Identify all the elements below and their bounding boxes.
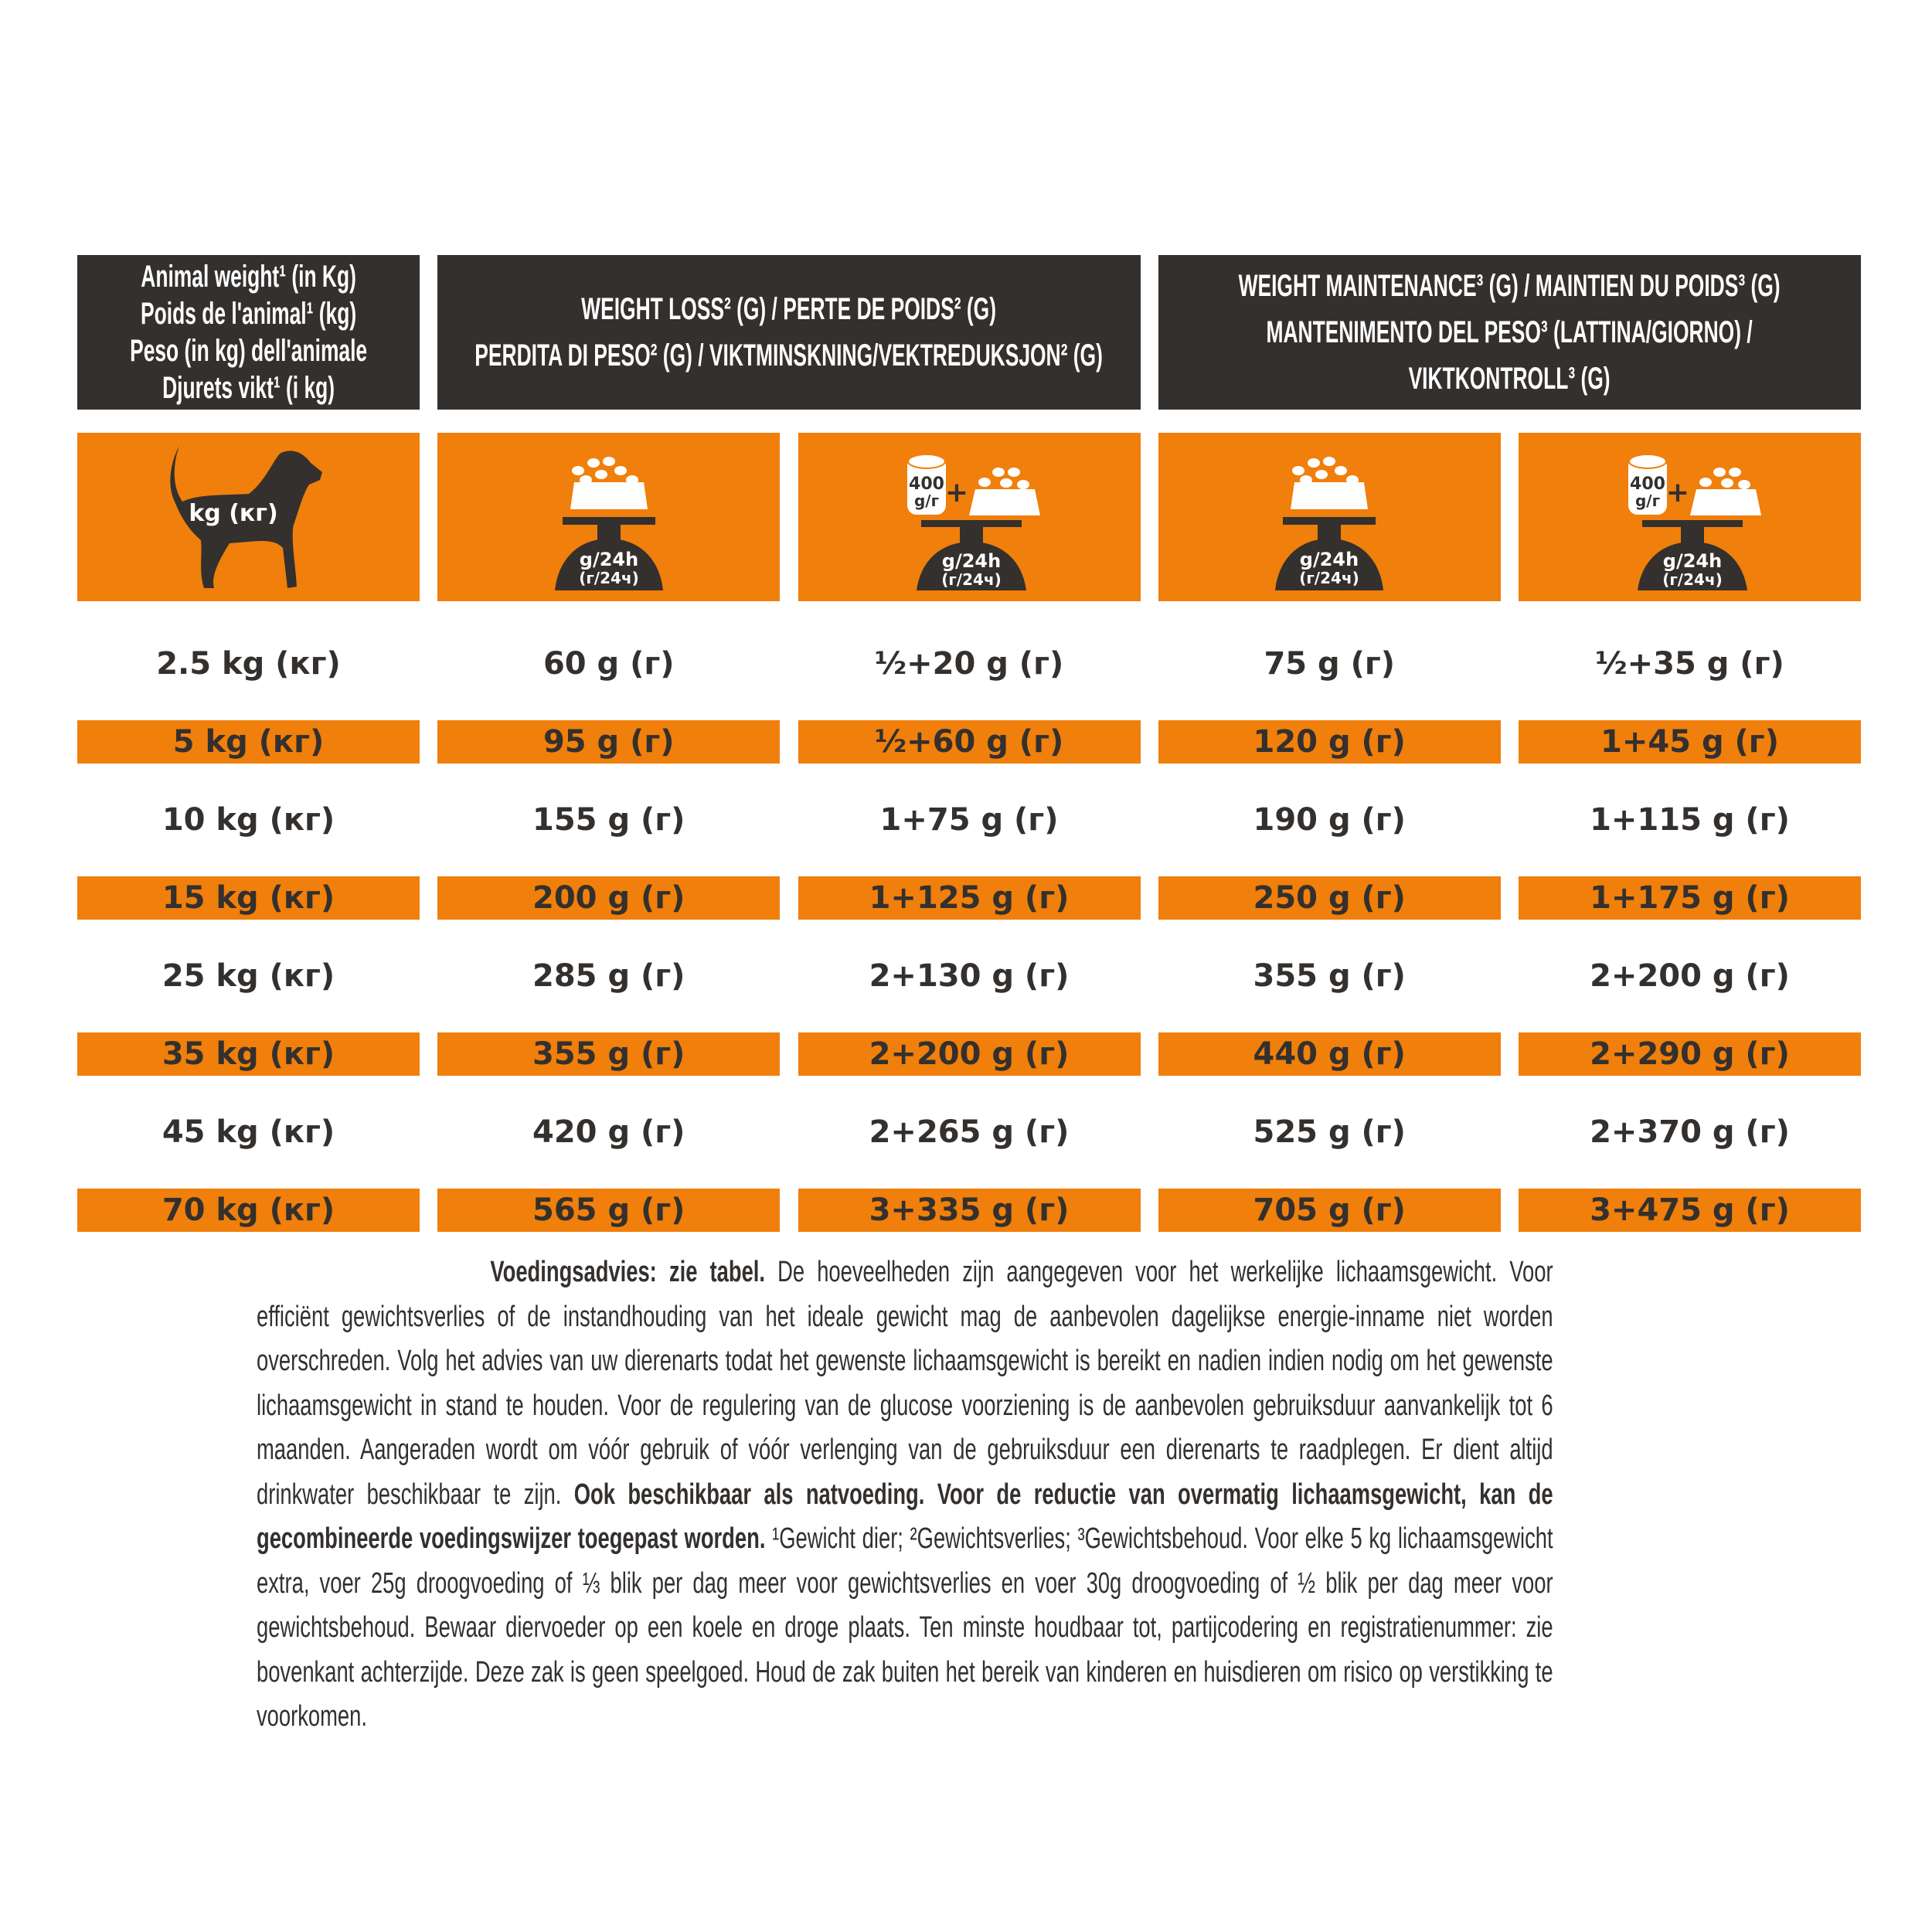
cell-loss-mixed: 2+200 g (г) (798, 1032, 1141, 1076)
can-dry-food-cell: 400 g/г + g/24h (г/24ч) (1519, 433, 1861, 601)
can-label: 400 (1630, 474, 1665, 494)
cell-loss-dry: 95 g (г) (437, 720, 781, 764)
can-label: 400 (909, 474, 944, 494)
feeding-advice-paragraph: Voedingsadvies: zie tabel. De hoeveelhed… (257, 1250, 1553, 1740)
cell-loss-mixed: 1+125 g (г) (798, 876, 1141, 920)
cell-maint-mixed: 2+200 g (г) (1590, 958, 1790, 994)
header-line: VIKTKONTROLL³ (G) (1408, 362, 1611, 396)
cell-loss-mixed: 3+335 g (г) (798, 1189, 1141, 1232)
icon-row: kg (кг) g/24h (г/24ч) 400 g/г + g/24h (г… (77, 433, 1861, 601)
can-dry-food-cell: 400 g/г + g/24h (г/24ч) (798, 433, 1141, 601)
header-line: Peso (in kg) dell'animale (129, 334, 368, 368)
advice-footnotes: ¹Gewicht dier; ²Gewichtsverlies; ³Gewich… (257, 1522, 1553, 1733)
can-unit: g/г (1634, 492, 1659, 510)
scale-label: g/24h (942, 550, 1001, 572)
dry-food-cell: g/24h (г/24ч) (437, 433, 781, 601)
table-row: 45 kg (кг) 420 g (г) 2+265 g (г) 525 g (г) 2… (77, 1076, 1861, 1189)
header-line: Djurets vikt¹ (i kg) (162, 371, 335, 405)
cell-loss-mixed: 2+265 g (г) (869, 1114, 1070, 1150)
cell-weight: 10 kg (кг) (162, 802, 335, 838)
table-header: Animal weight¹ (in Kg) Poids de l'animal… (77, 255, 1861, 410)
table-row: 5 kg (кг) 95 g (г) ½+60 g (г) 120 g (г) 1+45… (77, 720, 1861, 764)
cell-maint-dry: 250 g (г) (1158, 876, 1501, 920)
cell-loss-dry: 200 g (г) (437, 876, 781, 920)
header-line: WEIGHT LOSS² (G) / PERTE DE POIDS² (G) (581, 292, 997, 326)
can-plus-dry-food-scale-icon: 400 g/г + g/24h (г/24ч) (907, 454, 1040, 590)
cell-loss-dry: 355 g (г) (437, 1032, 781, 1076)
cell-loss-dry: 155 g (г) (532, 802, 685, 838)
scale-label-ru: (г/24ч) (579, 569, 639, 587)
dog-icon: kg (кг) (169, 446, 322, 588)
scale-label-ru: (г/24ч) (1299, 569, 1359, 587)
header-line: MANTENIMENTO DEL PESO³ (LATTINA/GIORNO) … (1266, 315, 1753, 349)
header-line: Animal weight¹ (in Kg) (141, 260, 356, 294)
cell-maint-dry: 525 g (г) (1253, 1114, 1406, 1150)
advice-text: De hoeveelheden zijn aangegeven voor het… (257, 1256, 1553, 1511)
scale-label: g/24h (580, 549, 638, 570)
cell-loss-dry: 60 g (г) (543, 646, 675, 682)
dry-food-scale-icon: g/24h (г/24ч) (554, 457, 663, 590)
cell-maint-mixed: 1+45 g (г) (1519, 720, 1861, 764)
cell-loss-mixed: 2+130 g (г) (869, 958, 1070, 994)
header-line: Poids de l'animal¹ (kg) (140, 297, 357, 331)
advice-bold-note: Ook beschikbaar als natvoeding. Voor de … (257, 1478, 1553, 1556)
cell-maint-dry: 440 g (г) (1158, 1032, 1501, 1076)
dry-food-cell: g/24h (г/24ч) (1158, 433, 1501, 601)
scale-label: g/24h (1300, 549, 1359, 570)
cell-loss-mixed: ½+20 g (г) (874, 646, 1064, 682)
dry-food-scale-icon: g/24h (г/24ч) (1275, 457, 1384, 590)
cell-maint-mixed: 2+290 g (г) (1519, 1032, 1861, 1076)
header-weight-maintenance: WEIGHT MAINTENANCE³ (G) / MAINTIEN DU PO… (1158, 255, 1861, 410)
table-row: 35 kg (кг) 355 g (г) 2+200 g (г) 440 g (г) 2… (77, 1032, 1861, 1076)
cell-weight: 2.5 kg (кг) (156, 646, 341, 682)
advice-bold-intro: Voedingsadvies: zie tabel. (490, 1256, 765, 1288)
table-row: 70 kg (кг) 565 g (г) 3+335 g (г) 705 g (г) 3… (77, 1189, 1861, 1232)
header-weight-loss: WEIGHT LOSS² (G) / PERTE DE POIDS² (G) P… (437, 255, 1141, 410)
cell-loss-dry: 565 g (г) (437, 1189, 781, 1232)
cell-maint-mixed: 1+175 g (г) (1519, 876, 1861, 920)
cell-maint-dry: 190 g (г) (1253, 802, 1406, 838)
cell-loss-dry: 420 g (г) (532, 1114, 685, 1150)
header-animal-weight: Animal weight¹ (in Kg) Poids de l'animal… (77, 255, 420, 410)
table-row: 15 kg (кг) 200 g (г) 1+125 g (г) 250 g (г) 1… (77, 876, 1861, 920)
scale-label-ru: (г/24ч) (1662, 570, 1723, 589)
cell-maint-mixed: 1+115 g (г) (1590, 802, 1790, 838)
dog-icon-cell: kg (кг) (77, 433, 420, 601)
table-row: 10 kg (кг) 155 g (г) 1+75 g (г) 190 g (г) 1+… (77, 764, 1861, 876)
header-line: PERDITA DI PESO² (G) / VIKTMINSKNING/VEK… (474, 338, 1104, 372)
plus-icon: + (945, 477, 968, 509)
cell-weight: 5 kg (кг) (77, 720, 420, 764)
cell-loss-mixed: 1+75 g (г) (879, 802, 1059, 838)
cell-maint-dry: 120 g (г) (1158, 720, 1501, 764)
cell-maint-dry: 705 g (г) (1158, 1189, 1501, 1232)
cell-maint-dry: 75 g (г) (1264, 646, 1396, 682)
dog-label: kg (кг) (189, 500, 277, 527)
scale-label: g/24h (1662, 550, 1721, 572)
cell-maint-dry: 355 g (г) (1253, 958, 1406, 994)
cell-weight: 25 kg (кг) (162, 958, 335, 994)
cell-maint-mixed: 3+475 g (г) (1519, 1189, 1861, 1232)
can-plus-dry-food-scale-icon: 400 g/г + g/24h (г/24ч) (1628, 454, 1761, 590)
cell-weight: 35 kg (кг) (77, 1032, 420, 1076)
cell-weight: 70 kg (кг) (77, 1189, 420, 1232)
feeding-table-body: 2.5 kg (кг) 60 g (г) ½+20 g (г) 75 g (г) ½+3… (77, 607, 1861, 1232)
plus-icon: + (1665, 477, 1689, 509)
can-unit: g/г (914, 492, 939, 510)
cell-weight: 15 kg (кг) (77, 876, 420, 920)
table-row: 25 kg (кг) 285 g (г) 2+130 g (г) 355 g (г) 2… (77, 920, 1861, 1032)
cell-weight: 45 kg (кг) (162, 1114, 335, 1150)
cell-maint-mixed: 2+370 g (г) (1590, 1114, 1790, 1150)
scale-label-ru: (г/24ч) (941, 570, 1002, 589)
header-line: WEIGHT MAINTENANCE³ (G) / MAINTIEN DU PO… (1238, 269, 1781, 303)
cell-loss-mixed: ½+60 g (г) (798, 720, 1141, 764)
cell-maint-mixed: ½+35 g (г) (1595, 646, 1784, 682)
table-row: 2.5 kg (кг) 60 g (г) ½+20 g (г) 75 g (г) ½+3… (77, 607, 1861, 720)
cell-loss-dry: 285 g (г) (532, 958, 685, 994)
